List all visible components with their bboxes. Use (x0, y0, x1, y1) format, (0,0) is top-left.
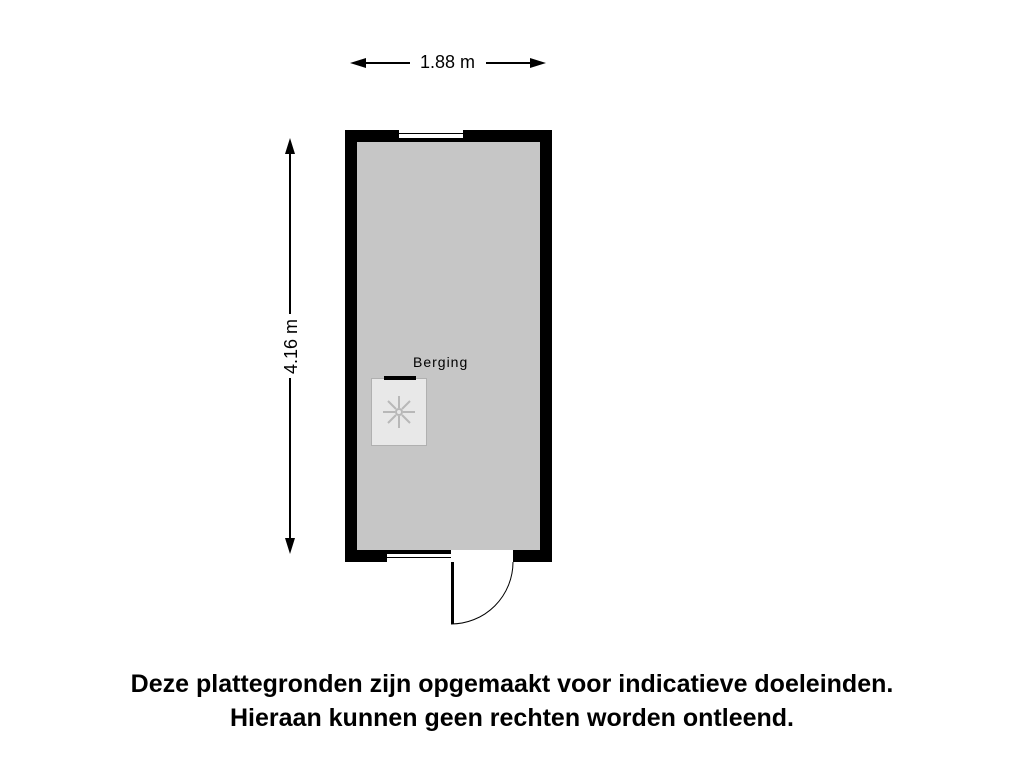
dim-top-arrow-left (350, 58, 366, 68)
dim-left-arrow-down (285, 538, 295, 554)
disclaimer-line1: Deze plattegronden zijn opgemaakt voor i… (131, 670, 894, 698)
door-opening (451, 550, 513, 562)
fan-icon (379, 392, 419, 432)
room-interior (357, 142, 540, 550)
disclaimer-line2: Hieraan kunnen geen rechten worden ontle… (230, 704, 794, 732)
dim-height-label: 4.16 m (281, 319, 302, 374)
window-bottom (387, 554, 451, 562)
dim-top-line-left (366, 62, 410, 64)
dim-top-arrow-right (530, 58, 546, 68)
dim-width-label: 1.88 m (420, 52, 475, 73)
door-swing-arc (451, 562, 517, 628)
dim-top-line-right (486, 62, 530, 64)
window-top-line (399, 133, 463, 134)
room-label: Berging (413, 354, 468, 370)
disclaimer-text: Deze plattegronden zijn opgemaakt voor i… (0, 668, 1024, 736)
dim-left-arrow-up (285, 138, 295, 154)
window-top (399, 130, 463, 138)
appliance-unit (371, 378, 427, 446)
floorplan-canvas: Berging 1.88 m 4.16 m Deze plattegronden… (0, 0, 1024, 768)
dim-left-line-top (289, 154, 291, 314)
window-bottom-line (387, 557, 451, 558)
dim-left-line-bottom (289, 378, 291, 538)
